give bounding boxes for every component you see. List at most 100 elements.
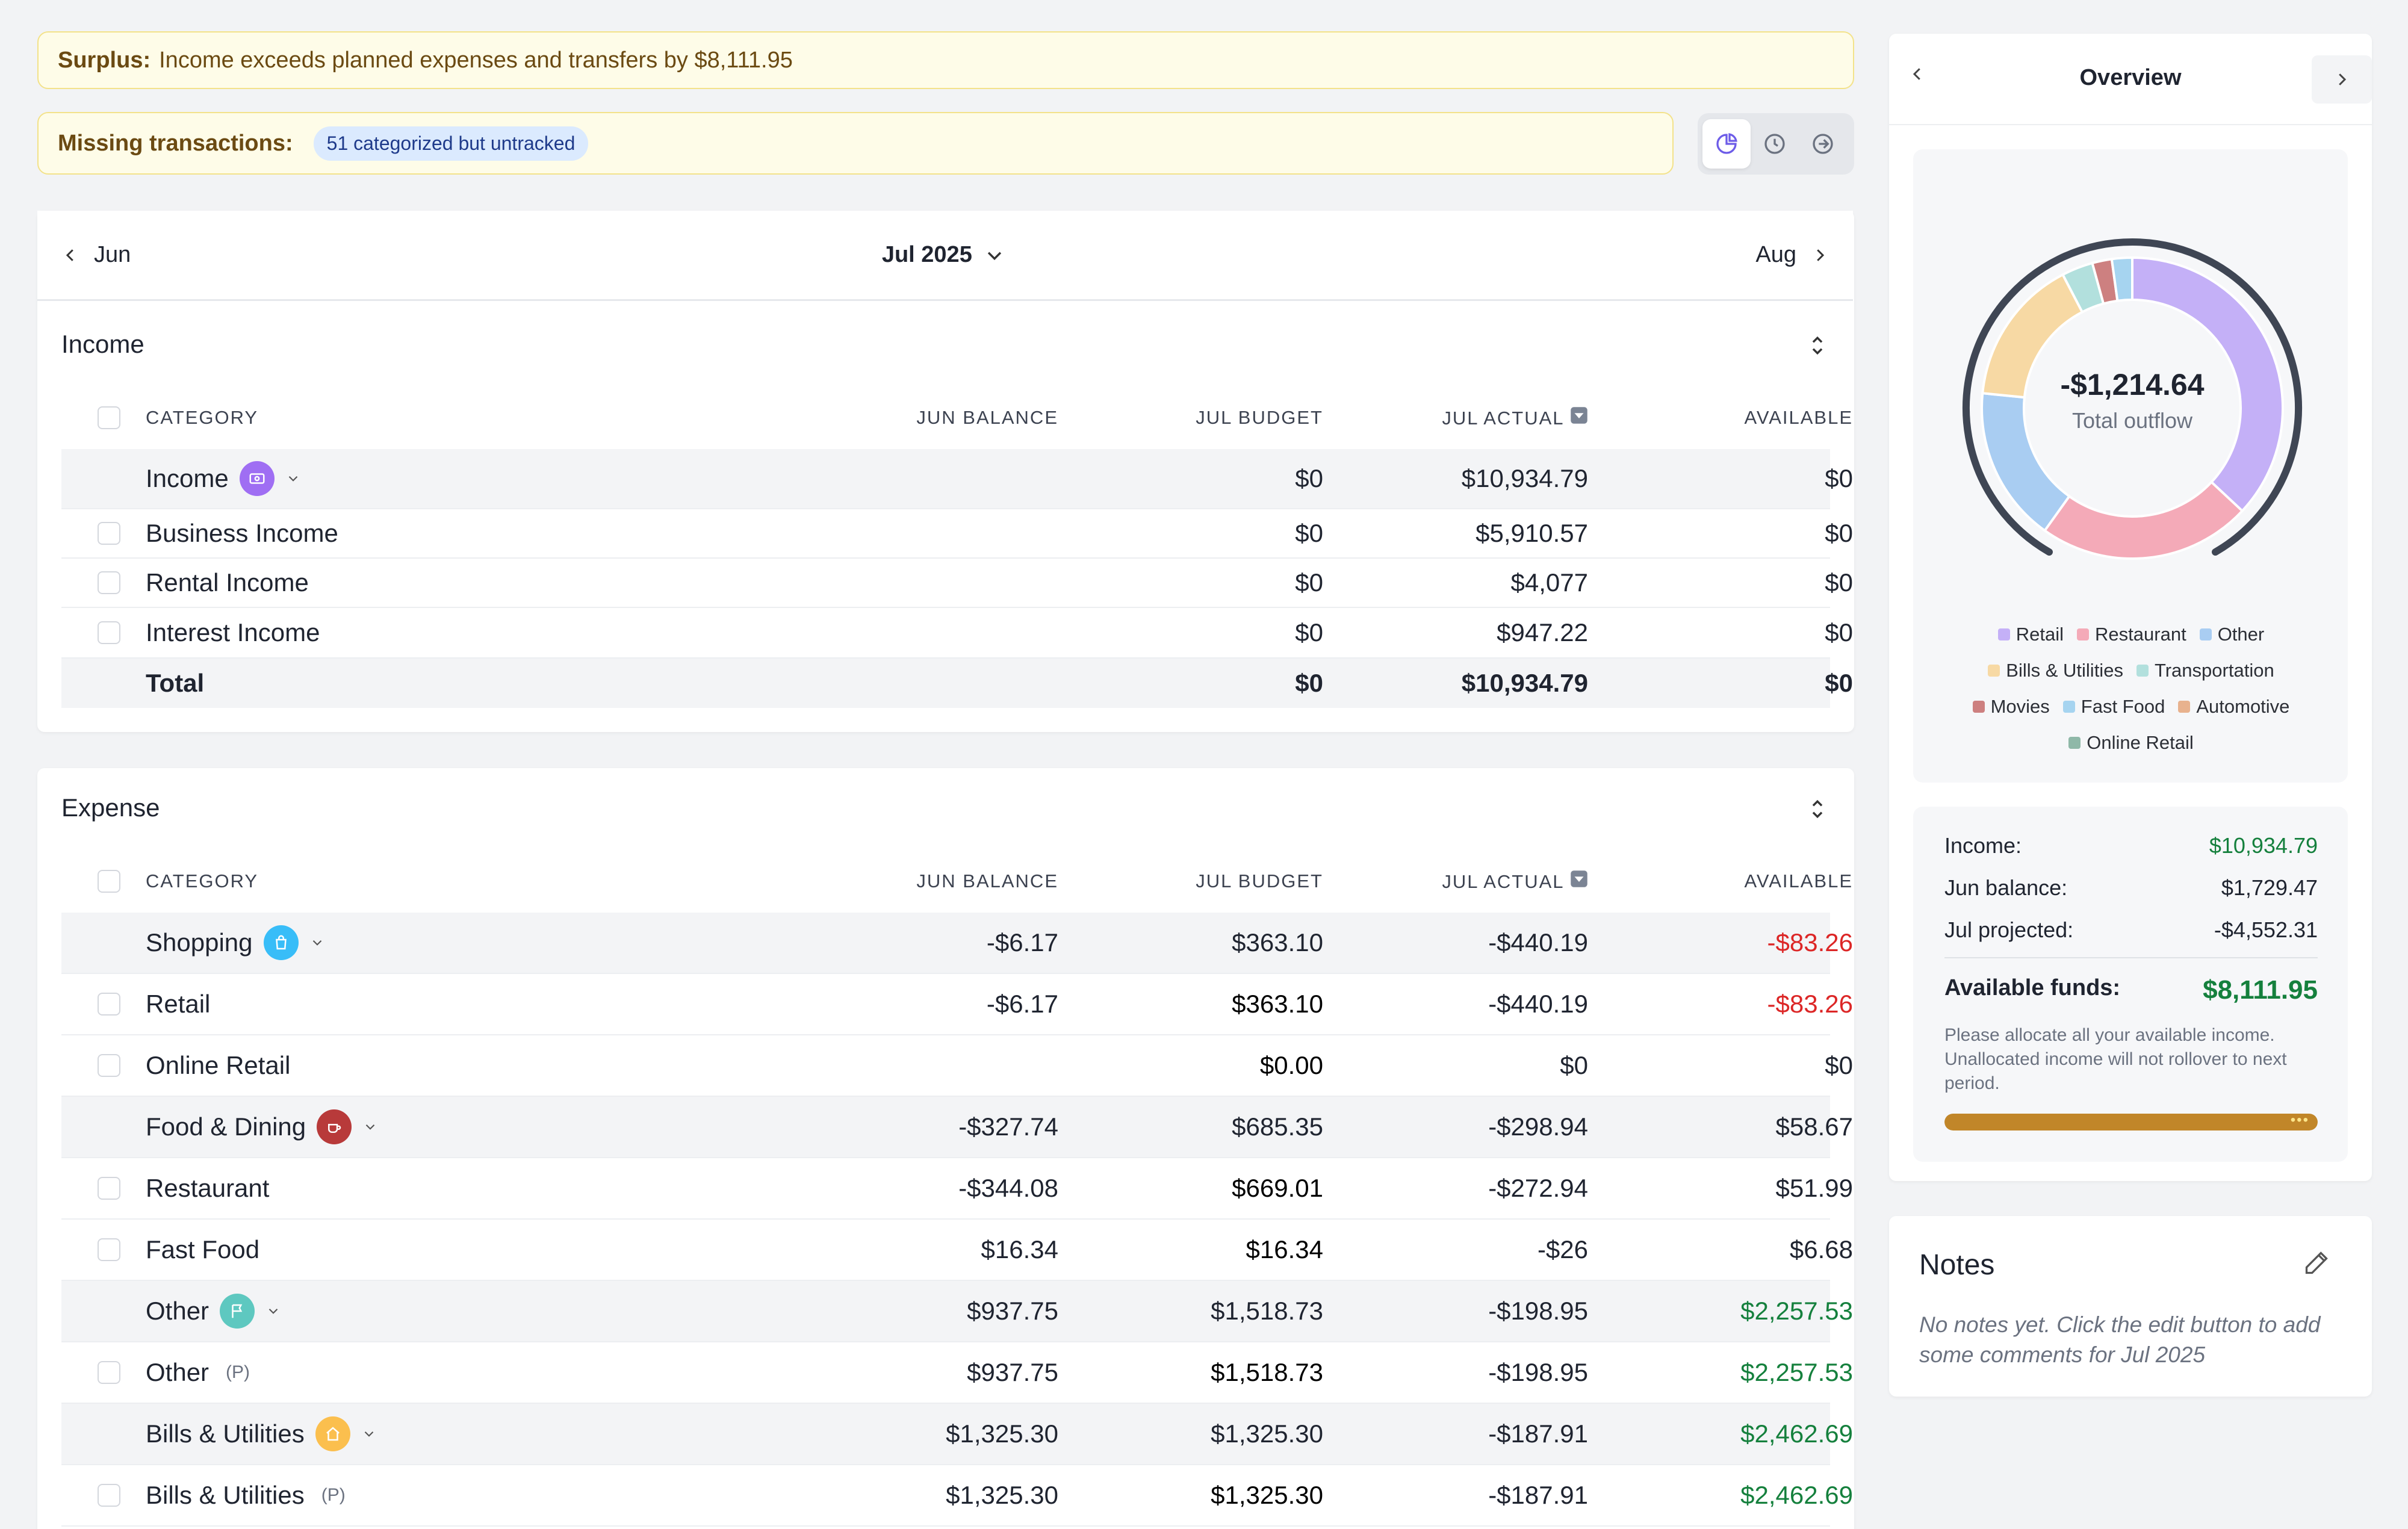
chevron-down-icon[interactable] [265,1303,281,1319]
header-jul-actual[interactable]: JUL ACTUAL [1371,406,1588,429]
header-jun-balance: JUN BALANCE [916,407,1058,428]
budget-cell[interactable]: $0 [1295,464,1323,492]
header-jul-actual[interactable]: JUL ACTUAL [1371,870,1588,893]
budget-cell[interactable]: $0.00 [1259,1051,1323,1079]
row-checkbox[interactable] [98,993,120,1016]
donut-slice-retail[interactable] [2131,256,2284,513]
legend-item[interactable]: Bills & Utilities [1988,660,2123,681]
prev-month-button[interactable]: Jun [61,242,131,268]
budget-cell[interactable]: $0 [1295,519,1323,547]
category-name: Retail [146,990,211,1018]
chevron-down-icon[interactable] [362,1119,378,1135]
category-group-row[interactable]: Bills & Utilities $1,325.30 $1,325.30 -$187… [61,1404,1853,1465]
chevron-down-icon[interactable] [361,1426,377,1442]
planned-tag: (P) [321,1485,346,1505]
budget-cell[interactable]: $669.01 [1232,1174,1323,1202]
budget-cell[interactable]: $0 [1295,568,1323,597]
current-month-dropdown[interactable]: Jul 2025 [882,242,1005,268]
legend-swatch [2062,701,2075,713]
budget-cell[interactable]: $16.34 [1246,1235,1323,1264]
untracked-pill[interactable]: 51 categorized but untracked [313,126,589,161]
legend-item[interactable]: Automotive [2178,696,2289,718]
row-checkbox[interactable] [98,1361,120,1384]
chevron-down-icon[interactable] [309,935,325,951]
row-checkbox[interactable] [98,1484,120,1507]
balance-cell: $937.75 [967,1358,1058,1386]
pencil-icon[interactable] [2303,1250,2330,1276]
available-cell: $2,257.53 [1740,1297,1853,1325]
budget-cell[interactable]: $1,518.73 [1211,1358,1323,1386]
current-month-label: Jul 2025 [881,242,972,267]
clock-icon[interactable] [1751,119,1799,169]
budget-cell[interactable]: $363.10 [1232,928,1323,957]
chart-box [1913,149,2348,783]
balance-cell: $1,325.30 [946,1419,1058,1448]
income-section-title: Income [61,330,144,358]
table-row[interactable]: Interest Income $0 $947.22 $0 [61,608,1853,659]
legend-item[interactable]: Restaurant [2077,624,2186,645]
row-checkbox[interactable] [98,571,120,594]
row-checkbox[interactable] [98,621,120,644]
notes-title: Notes [1919,1249,1995,1281]
category-group-row[interactable]: Other $937.75 $1,518.73 -$198.95 $2,257.53 [61,1281,1853,1342]
jun-balance-stat: Jun balance: $1,729.47 [1944,875,2318,900]
allocation-note: Please allocate all your available incom… [1944,1025,2287,1093]
table-row[interactable]: Fast Food $16.34 $16.34 -$26 $6.68 [61,1220,1853,1281]
budget-cell[interactable]: $0 [1295,618,1323,647]
category-group-row[interactable]: Food & Dining -$327.74 $685.35 -$298.94 $58.… [61,1097,1853,1158]
available-cell: $58.67 [1775,1112,1853,1141]
category-name: Bills & Utilities [146,1481,305,1509]
table-row[interactable]: Retail -$6.17 $363.10 -$440.19 -$83.26 [61,974,1853,1035]
row-checkbox[interactable] [98,1177,120,1200]
category-name: Bills & Utilities [146,1419,305,1448]
flag-icon [220,1294,255,1329]
balance-cell: $1,325.30 [946,1481,1058,1509]
legend-item[interactable]: Movies [1972,696,2050,718]
table-row[interactable]: Business Income $0 $5,910.57 $0 [61,509,1853,559]
row-checkbox[interactable] [98,522,120,545]
stats-box [1913,807,2348,1162]
donut-slice-restaurant[interactable] [2043,480,2244,560]
legend-item[interactable]: Other [2199,624,2265,645]
actual-cell: -$26 [1537,1235,1588,1264]
row-checkbox[interactable] [98,1238,120,1261]
income-total-row: Total $0 $10,934.79 $0 [61,659,1853,708]
row-checkbox[interactable] [98,1054,120,1077]
select-all-checkbox[interactable] [98,870,120,893]
next-month-button[interactable]: Aug [1755,242,1829,268]
legend-row: Online Retail [1914,732,2348,754]
table-row[interactable]: Online Retail $0.00 $0 $0 [61,1035,1853,1097]
surplus-banner: Surplus: Income exceeds planned expenses… [37,31,1854,89]
overview-prev-button[interactable] [1908,65,1926,86]
collapse-toggle-icon[interactable] [1807,797,1828,821]
donut-slice-fast-food[interactable] [2110,256,2133,302]
pie-chart-icon[interactable] [1702,119,1751,169]
budget-cell[interactable]: $1,518.73 [1211,1297,1323,1325]
collapse-toggle-icon[interactable] [1807,333,1828,358]
legend-item[interactable]: Transportation [2136,660,2274,681]
legend-item[interactable]: Fast Food [2062,696,2165,718]
table-row[interactable]: Restaurant -$344.08 $669.01 -$272.94 $51.99 [61,1158,1853,1220]
table-row[interactable]: Bills & Utilities (P) $1,325.30 $1,325.30 -$… [61,1465,1853,1527]
category-name: Shopping [146,928,253,957]
budget-cell[interactable]: $1,325.30 [1211,1481,1323,1509]
arrow-circle-icon[interactable] [1799,119,1847,169]
sort-icon[interactable] [1570,406,1588,424]
legend-item[interactable]: Online Retail [2068,732,2194,754]
money-icon [239,461,275,496]
income-group-row[interactable]: Income $0 $10,934.79 $0 [61,449,1853,509]
legend-label: Bills & Utilities [2006,660,2123,681]
select-all-checkbox[interactable] [98,406,120,429]
budget-cell[interactable]: $685.35 [1232,1112,1323,1141]
budget-cell[interactable]: $1,325.30 [1211,1419,1323,1448]
sort-icon[interactable] [1570,870,1588,888]
legend-item[interactable]: Retail [1997,624,2064,645]
chevron-down-icon[interactable] [285,471,301,486]
budget-cell[interactable]: $363.10 [1232,990,1323,1018]
table-row[interactable]: Other (P) $937.75 $1,518.73 -$198.95 $2,257.5… [61,1342,1853,1404]
category-group-row[interactable]: Shopping -$6.17 $363.10 -$440.19 -$83.26 [61,913,1853,974]
table-row[interactable]: Rental Income $0 $4,077 $0 [61,559,1853,608]
overview-next-button[interactable] [2312,55,2372,104]
available-cell: $6.68 [1789,1235,1853,1264]
legend-label: Other [2217,624,2265,645]
